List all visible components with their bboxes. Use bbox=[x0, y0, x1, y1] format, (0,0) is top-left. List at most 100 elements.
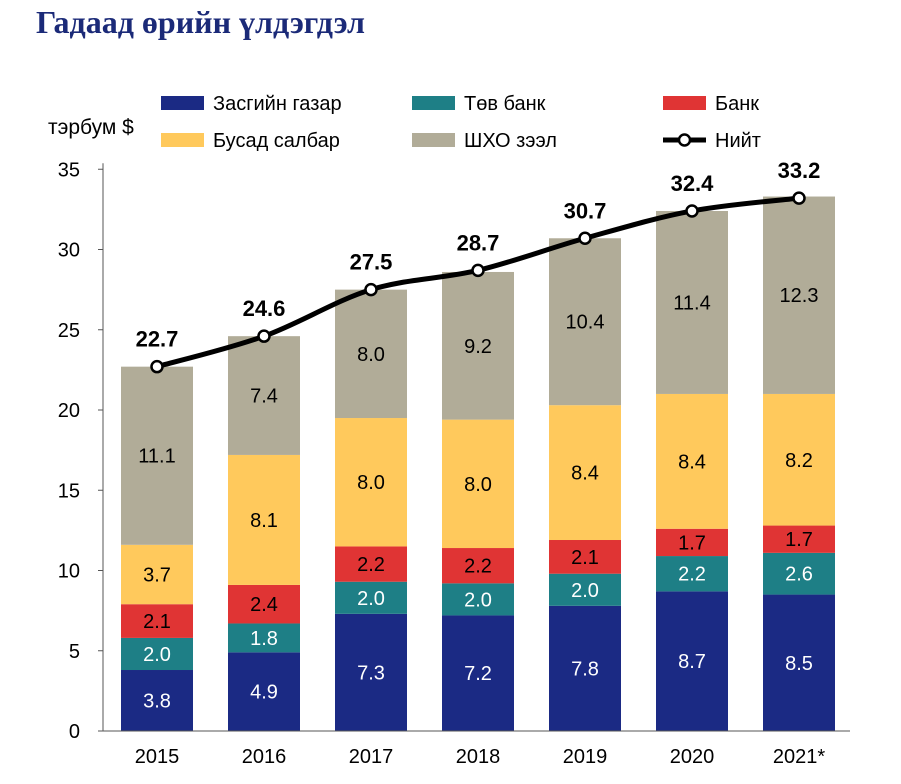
bar-segment bbox=[442, 419, 514, 549]
bar-segment bbox=[335, 289, 407, 419]
data-label: 2.2 bbox=[678, 564, 706, 586]
bar-segment bbox=[335, 418, 407, 547]
bar-segment bbox=[656, 528, 728, 557]
total-label: 24.6 bbox=[243, 296, 286, 321]
bar-segment bbox=[335, 546, 407, 582]
bar-segment bbox=[656, 393, 728, 529]
total-label: 28.7 bbox=[457, 230, 500, 255]
data-label: 2.4 bbox=[250, 594, 278, 616]
bar-segment bbox=[763, 525, 835, 553]
data-label: 7.8 bbox=[571, 658, 599, 680]
total-marker bbox=[257, 329, 271, 343]
bar-segment bbox=[763, 196, 835, 394]
bar-segment bbox=[442, 615, 514, 731]
data-label: 1.7 bbox=[678, 532, 706, 554]
total-label: 32.4 bbox=[671, 171, 715, 196]
x-tick-label: 2017 bbox=[349, 746, 394, 768]
legend-label: Банк bbox=[715, 93, 759, 115]
bar-segment bbox=[549, 605, 621, 731]
x-tick-label: 2016 bbox=[242, 746, 287, 768]
y-tick-label: 10 bbox=[58, 561, 80, 583]
x-axis: 2015 2016 2017 2018 2019 2020 2021* bbox=[103, 730, 850, 768]
total-label: 30.7 bbox=[564, 198, 607, 223]
bar-segment bbox=[228, 584, 300, 624]
y-tick-label: 25 bbox=[58, 320, 80, 342]
data-label: 2.2 bbox=[357, 554, 385, 576]
legend-swatch bbox=[412, 133, 455, 147]
data-label: 12.3 bbox=[780, 285, 819, 307]
total-label: 22.7 bbox=[136, 327, 179, 352]
y-tick-label: 30 bbox=[58, 240, 80, 262]
legend-label: Нийт bbox=[715, 130, 761, 152]
x-tick-label: 2019 bbox=[563, 746, 608, 768]
bar-segment bbox=[228, 336, 300, 455]
bars: 3.8 2.0 2.1 3.7 11.1 4.9 1.8 2.4 8.1 7.4 7.3 2.0 2.2… bbox=[121, 196, 835, 731]
data-label: 8.2 bbox=[785, 450, 813, 472]
data-label: 1.8 bbox=[250, 628, 278, 650]
data-label: 8.5 bbox=[785, 653, 813, 675]
data-label: 8.7 bbox=[678, 651, 706, 673]
data-label: 9.2 bbox=[464, 336, 492, 358]
bar-segment bbox=[442, 583, 514, 616]
data-label: 1.7 bbox=[785, 529, 813, 551]
legend-label: Засгийн газар bbox=[213, 93, 342, 115]
data-label: 8.0 bbox=[464, 474, 492, 496]
legend-line-marker bbox=[677, 133, 692, 147]
data-label: 10.4 bbox=[566, 312, 605, 334]
data-label: 8.0 bbox=[357, 344, 385, 366]
x-tick-label: 2020 bbox=[670, 746, 715, 768]
data-label: 2.0 bbox=[464, 589, 492, 611]
x-tick-label: 2021* bbox=[773, 746, 825, 768]
legend-swatch bbox=[663, 96, 706, 110]
bar-segment bbox=[121, 366, 193, 545]
bar-segment bbox=[656, 556, 728, 592]
total-marker bbox=[685, 204, 699, 218]
data-label: 2.1 bbox=[143, 611, 171, 633]
y-tick-label: 15 bbox=[58, 480, 80, 502]
data-label: 3.7 bbox=[143, 565, 171, 587]
bar-segment bbox=[335, 581, 407, 614]
total-marker bbox=[364, 282, 378, 297]
bar-segment bbox=[442, 271, 514, 420]
bar-segment bbox=[549, 238, 621, 406]
legend-swatch bbox=[161, 96, 204, 110]
total-marker bbox=[471, 263, 485, 278]
total-marker bbox=[150, 359, 164, 374]
data-label: 2.2 bbox=[464, 556, 492, 578]
y-tick-label: 20 bbox=[58, 400, 80, 422]
legend-swatch bbox=[412, 96, 455, 110]
data-label: 8.4 bbox=[571, 463, 599, 485]
bar-segment bbox=[121, 544, 193, 605]
data-label: 8.0 bbox=[357, 472, 385, 494]
bar-segment bbox=[656, 210, 728, 394]
y-tick-label: 35 bbox=[58, 159, 80, 181]
y-tick-label: 0 bbox=[69, 721, 80, 743]
bar-segment bbox=[763, 393, 835, 526]
data-label: 7.2 bbox=[464, 663, 492, 685]
legend: Засгийн газар Төв банк Банк Бусад салбар ШХО… bbox=[161, 93, 761, 152]
legend-label: Төв банк bbox=[464, 93, 546, 115]
total-label: 33.2 bbox=[778, 158, 821, 183]
bar-segment bbox=[442, 548, 514, 584]
bar-segment bbox=[335, 613, 407, 731]
data-label: 8.1 bbox=[250, 510, 278, 532]
bar-segment bbox=[549, 405, 621, 541]
bar-segment bbox=[549, 573, 621, 606]
data-label: 11.4 bbox=[673, 292, 710, 314]
y-axis-label: тэрбум $ bbox=[48, 116, 134, 139]
y-tick-label: 5 bbox=[69, 641, 80, 663]
bar-segment bbox=[121, 604, 193, 638]
bar-segment bbox=[228, 623, 300, 653]
data-label: 7.4 bbox=[250, 386, 278, 408]
bar-segment bbox=[121, 670, 193, 731]
data-label: 2.6 bbox=[785, 564, 813, 586]
bar-segment bbox=[763, 552, 835, 595]
legend-label: ШХО зээл bbox=[464, 130, 557, 152]
bar-segment bbox=[549, 540, 621, 574]
data-label: 2.0 bbox=[571, 580, 599, 602]
y-axis: 0 5 10 15 20 25 30 35 bbox=[58, 159, 104, 743]
bar-segment bbox=[763, 594, 835, 731]
bar-segment bbox=[121, 637, 193, 671]
chart-title: Гадаад өрийн үлдэгдэл bbox=[36, 4, 365, 40]
